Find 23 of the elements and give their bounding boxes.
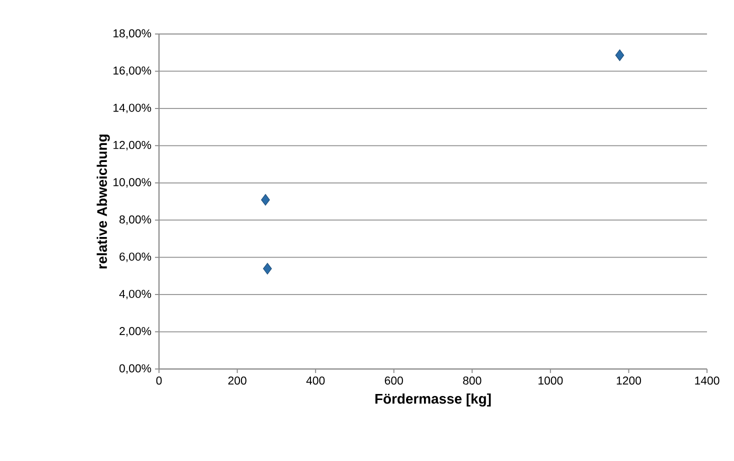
x-tick-label: 1400 xyxy=(695,376,720,385)
y-tick-label: 14,00% xyxy=(114,104,152,114)
x-axis-title: Fördermasse [kg] xyxy=(375,393,491,407)
y-tick-label: 8,00% xyxy=(120,215,152,225)
y-tick-label: 16,00% xyxy=(114,66,152,76)
y-tick-label: 6,00% xyxy=(120,252,152,262)
y-tick-label: 12,00% xyxy=(114,140,152,150)
point xyxy=(615,49,624,61)
y-tick-label: 0,00% xyxy=(119,364,152,374)
x-tick-label: 1000 xyxy=(538,376,563,385)
point xyxy=(263,262,272,274)
y-tick-label: 18,00% xyxy=(114,29,152,39)
y-tick-label: 4,00% xyxy=(119,290,152,300)
y-tick-label: 10,00% xyxy=(114,178,152,188)
x-tick-label: 600 xyxy=(384,376,403,385)
x-tick-label: 400 xyxy=(306,376,325,385)
x-tick-label: 0 xyxy=(156,376,162,385)
x-tick-label: 200 xyxy=(228,376,246,385)
point xyxy=(261,194,270,206)
y-axis-title: relative Abweichung xyxy=(96,134,110,268)
x-tick-label: 800 xyxy=(463,376,482,385)
x-tick-label: 1200 xyxy=(616,376,642,385)
y-tick-label: 2,00% xyxy=(120,327,152,337)
